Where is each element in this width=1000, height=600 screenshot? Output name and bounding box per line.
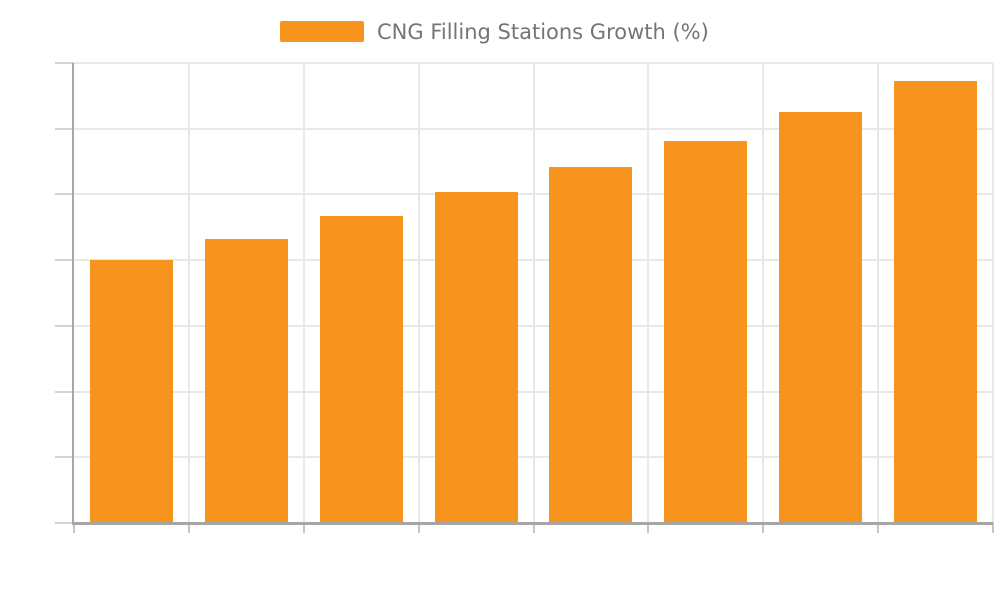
x-axis-tick — [762, 523, 765, 533]
x-axis-line — [72, 522, 993, 525]
bar[interactable] — [549, 167, 633, 523]
y-axis-tick — [55, 522, 74, 524]
bar[interactable] — [319, 216, 403, 523]
x-axis-tick — [187, 523, 190, 533]
y-axis-tick — [55, 259, 74, 262]
v-gridline — [647, 63, 650, 523]
x-tick-label — [217, 534, 372, 575]
bar[interactable] — [664, 140, 748, 523]
x-tick-label — [0, 534, 141, 575]
bar[interactable] — [894, 81, 978, 523]
x-tick-label — [332, 534, 487, 575]
x-tick-label — [791, 534, 946, 575]
v-gridline — [992, 63, 994, 523]
legend[interactable]: CNG Filling Stations Growth (%) — [280, 19, 709, 44]
legend-swatch-icon — [280, 21, 364, 42]
x-axis-tick — [992, 523, 994, 533]
v-gridline — [532, 63, 535, 523]
v-gridline — [762, 63, 765, 523]
y-axis-tick — [55, 324, 74, 327]
x-tick-label — [676, 534, 831, 575]
x-axis-tick — [302, 523, 305, 533]
bar[interactable] — [89, 260, 173, 523]
legend-label: CNG Filling Stations Growth (%) — [377, 19, 709, 44]
x-tick-label — [102, 534, 257, 575]
y-axis-line — [72, 63, 74, 525]
v-gridline — [417, 63, 420, 523]
x-axis-tick — [73, 523, 75, 533]
y-axis-tick — [55, 127, 74, 130]
x-axis-tick — [532, 523, 535, 533]
bar[interactable] — [204, 239, 288, 523]
v-gridline — [877, 63, 880, 523]
y-axis-tick — [55, 62, 74, 64]
x-tick-label — [561, 534, 716, 575]
x-axis-tick — [877, 523, 880, 533]
bar[interactable] — [779, 111, 863, 523]
x-axis-tick — [417, 523, 420, 533]
v-gridline — [187, 63, 190, 523]
v-gridline — [302, 63, 305, 523]
y-axis-tick — [55, 193, 74, 196]
y-axis-tick — [55, 390, 74, 393]
x-tick-label — [446, 534, 601, 575]
bar[interactable] — [434, 192, 518, 523]
x-axis-tick — [647, 523, 650, 533]
y-axis-tick — [55, 456, 74, 459]
